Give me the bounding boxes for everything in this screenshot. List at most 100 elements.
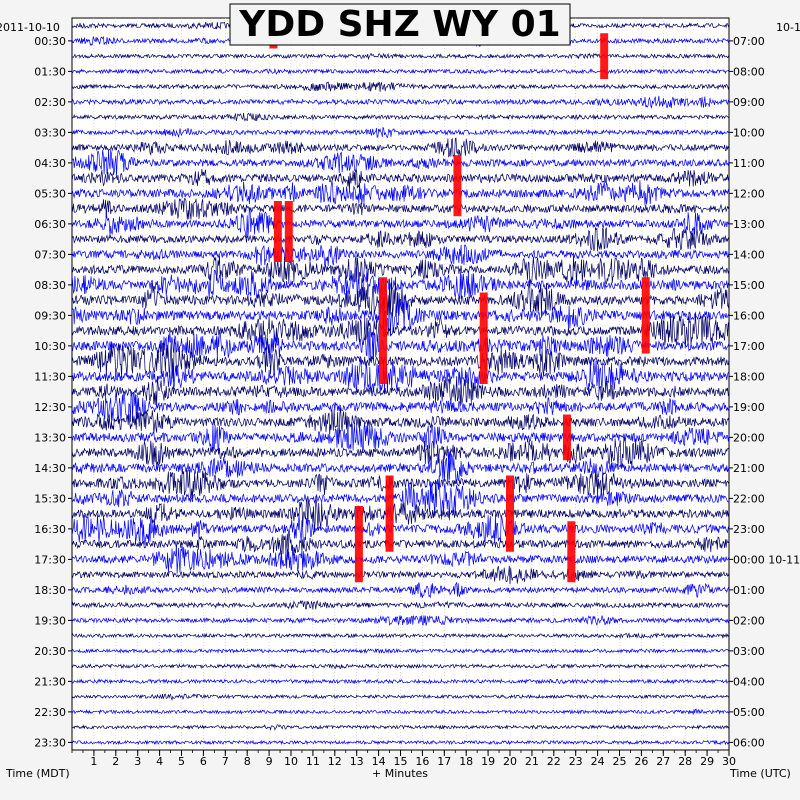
right-time-label: 02:00 (733, 614, 765, 627)
trace-line (71, 599, 730, 610)
trace-line (71, 693, 730, 701)
x-tick-label: 24 (591, 755, 605, 768)
x-tick-label: 20 (503, 755, 517, 768)
trace-line (71, 168, 730, 192)
trace-line (71, 312, 730, 349)
trace-line (71, 647, 730, 655)
right-time-label: 11:00 (733, 157, 765, 170)
left-time-label: 02:30 (34, 96, 66, 109)
trace-line (71, 632, 729, 639)
right-time-label: 19:00 (733, 401, 765, 414)
x-tick-label: 18 (459, 755, 473, 768)
x-tick-label: 8 (244, 755, 251, 768)
clipped-event-mark (378, 277, 387, 384)
right-time-label: 03:00 (733, 645, 765, 658)
left-time-label: 20:30 (34, 645, 66, 658)
traces-layer (71, 21, 730, 746)
right-time-label: 20:00 (733, 431, 765, 444)
left-time-label: 18:30 (34, 584, 66, 597)
x-tick-label: 27 (656, 755, 670, 768)
trace-line (71, 495, 730, 533)
trace-line (71, 739, 730, 746)
trace-line (71, 137, 730, 158)
left-time-label: 16:30 (34, 523, 66, 536)
trace-line (71, 276, 730, 318)
left-time-label: 00:30 (34, 35, 66, 48)
x-tick-label: 6 (200, 755, 207, 768)
left-time-label: 13:30 (34, 431, 66, 444)
trace-line (71, 708, 730, 715)
right-time-label: 13:00 (733, 218, 765, 231)
x-tick-label: 13 (350, 755, 364, 768)
x-axis-ticks: 1 2 3 4 5 6 7 8 9 10 11 12 13 14 15 16 17 18 19 20 21 22 23 24 2… (71, 750, 736, 768)
left-time-label: 10:30 (34, 340, 66, 353)
clipped-event-mark (506, 475, 514, 552)
trace-line (71, 207, 730, 239)
clipped-event-mark (479, 292, 488, 384)
right-time-label: 15:00 (733, 279, 765, 292)
trace-line (71, 359, 730, 395)
x-tick-label: 3 (134, 755, 141, 768)
left-time-label: 14:30 (34, 462, 66, 475)
trace-line (71, 244, 730, 267)
clipped-event-mark (273, 201, 282, 262)
x-tick-label: 29 (700, 755, 714, 768)
right-time-label: 00:00 10-11 (733, 553, 800, 566)
clipped-event-mark (641, 277, 650, 354)
x-tick-label: 16 (415, 755, 429, 768)
clipped-event-mark (600, 33, 609, 79)
right-time-label: 10:00 (733, 126, 765, 139)
clipped-event-mark (562, 414, 571, 461)
x-tick-label: 23 (569, 755, 583, 768)
right-time-label: 23:00 (733, 523, 765, 536)
trace-line (71, 126, 730, 139)
clipped-event-mark (567, 521, 576, 583)
clipped-event-mark (284, 201, 293, 262)
trace-line (71, 67, 730, 75)
trace-line (71, 475, 730, 521)
start-date-label: 2011-10-10 (0, 21, 60, 34)
right-time-label: 01:00 (733, 584, 765, 597)
left-time-label: 15:30 (34, 492, 66, 505)
x-tick-label: 4 (156, 755, 163, 768)
left-time-label: 17:30 (34, 553, 66, 566)
trace-line (71, 255, 730, 285)
trace-line (71, 565, 730, 585)
x-tick-label: 1 (90, 755, 97, 768)
right-time-label: 18:00 (733, 370, 765, 383)
x-tick-label: 25 (613, 755, 627, 768)
trace-line (71, 390, 730, 423)
right-date-label: 10-11 (776, 21, 800, 34)
x-tick-label: 12 (328, 755, 342, 768)
trace-line (71, 448, 730, 486)
x-tick-label: 15 (394, 755, 408, 768)
left-time-label: 23:30 (34, 736, 66, 749)
trace-line (71, 544, 730, 574)
trace-line (71, 422, 730, 453)
right-time-label: 16:00 (733, 309, 765, 322)
trace-line (71, 581, 730, 599)
right-time-label: 09:00 (733, 96, 765, 109)
right-time-labels: 07:00 08:00 09:00 10:00 11:00 12:00 13:00 14:00… (729, 35, 800, 749)
trace-line (71, 724, 730, 732)
left-time-label: 08:30 (34, 279, 66, 292)
x-tick-label: 10 (284, 755, 298, 768)
y-axis-left-label: Time (MDT) (5, 767, 70, 780)
left-time-label: 01:30 (34, 65, 66, 78)
left-time-label: 05:30 (34, 187, 66, 200)
right-time-label: 14:00 (733, 248, 765, 261)
trace-line (71, 513, 730, 545)
x-tick-label: 9 (266, 755, 273, 768)
right-time-label: 06:00 (733, 736, 765, 749)
trace-line (71, 376, 730, 406)
trace-line (71, 149, 730, 177)
clipped-event-mark (385, 475, 394, 552)
left-time-labels: 00:30 01:30 02:30 03:30 04:30 05:30 06:30 07:30… (34, 35, 72, 749)
x-tick-label: 19 (481, 755, 495, 768)
trace-line (71, 615, 730, 627)
right-time-label: 22:00 (733, 492, 765, 505)
x-tick-label: 11 (306, 755, 320, 768)
trace-line (71, 292, 730, 337)
x-tick-label: 21 (525, 755, 539, 768)
x-tick-label: 30 (722, 755, 736, 768)
